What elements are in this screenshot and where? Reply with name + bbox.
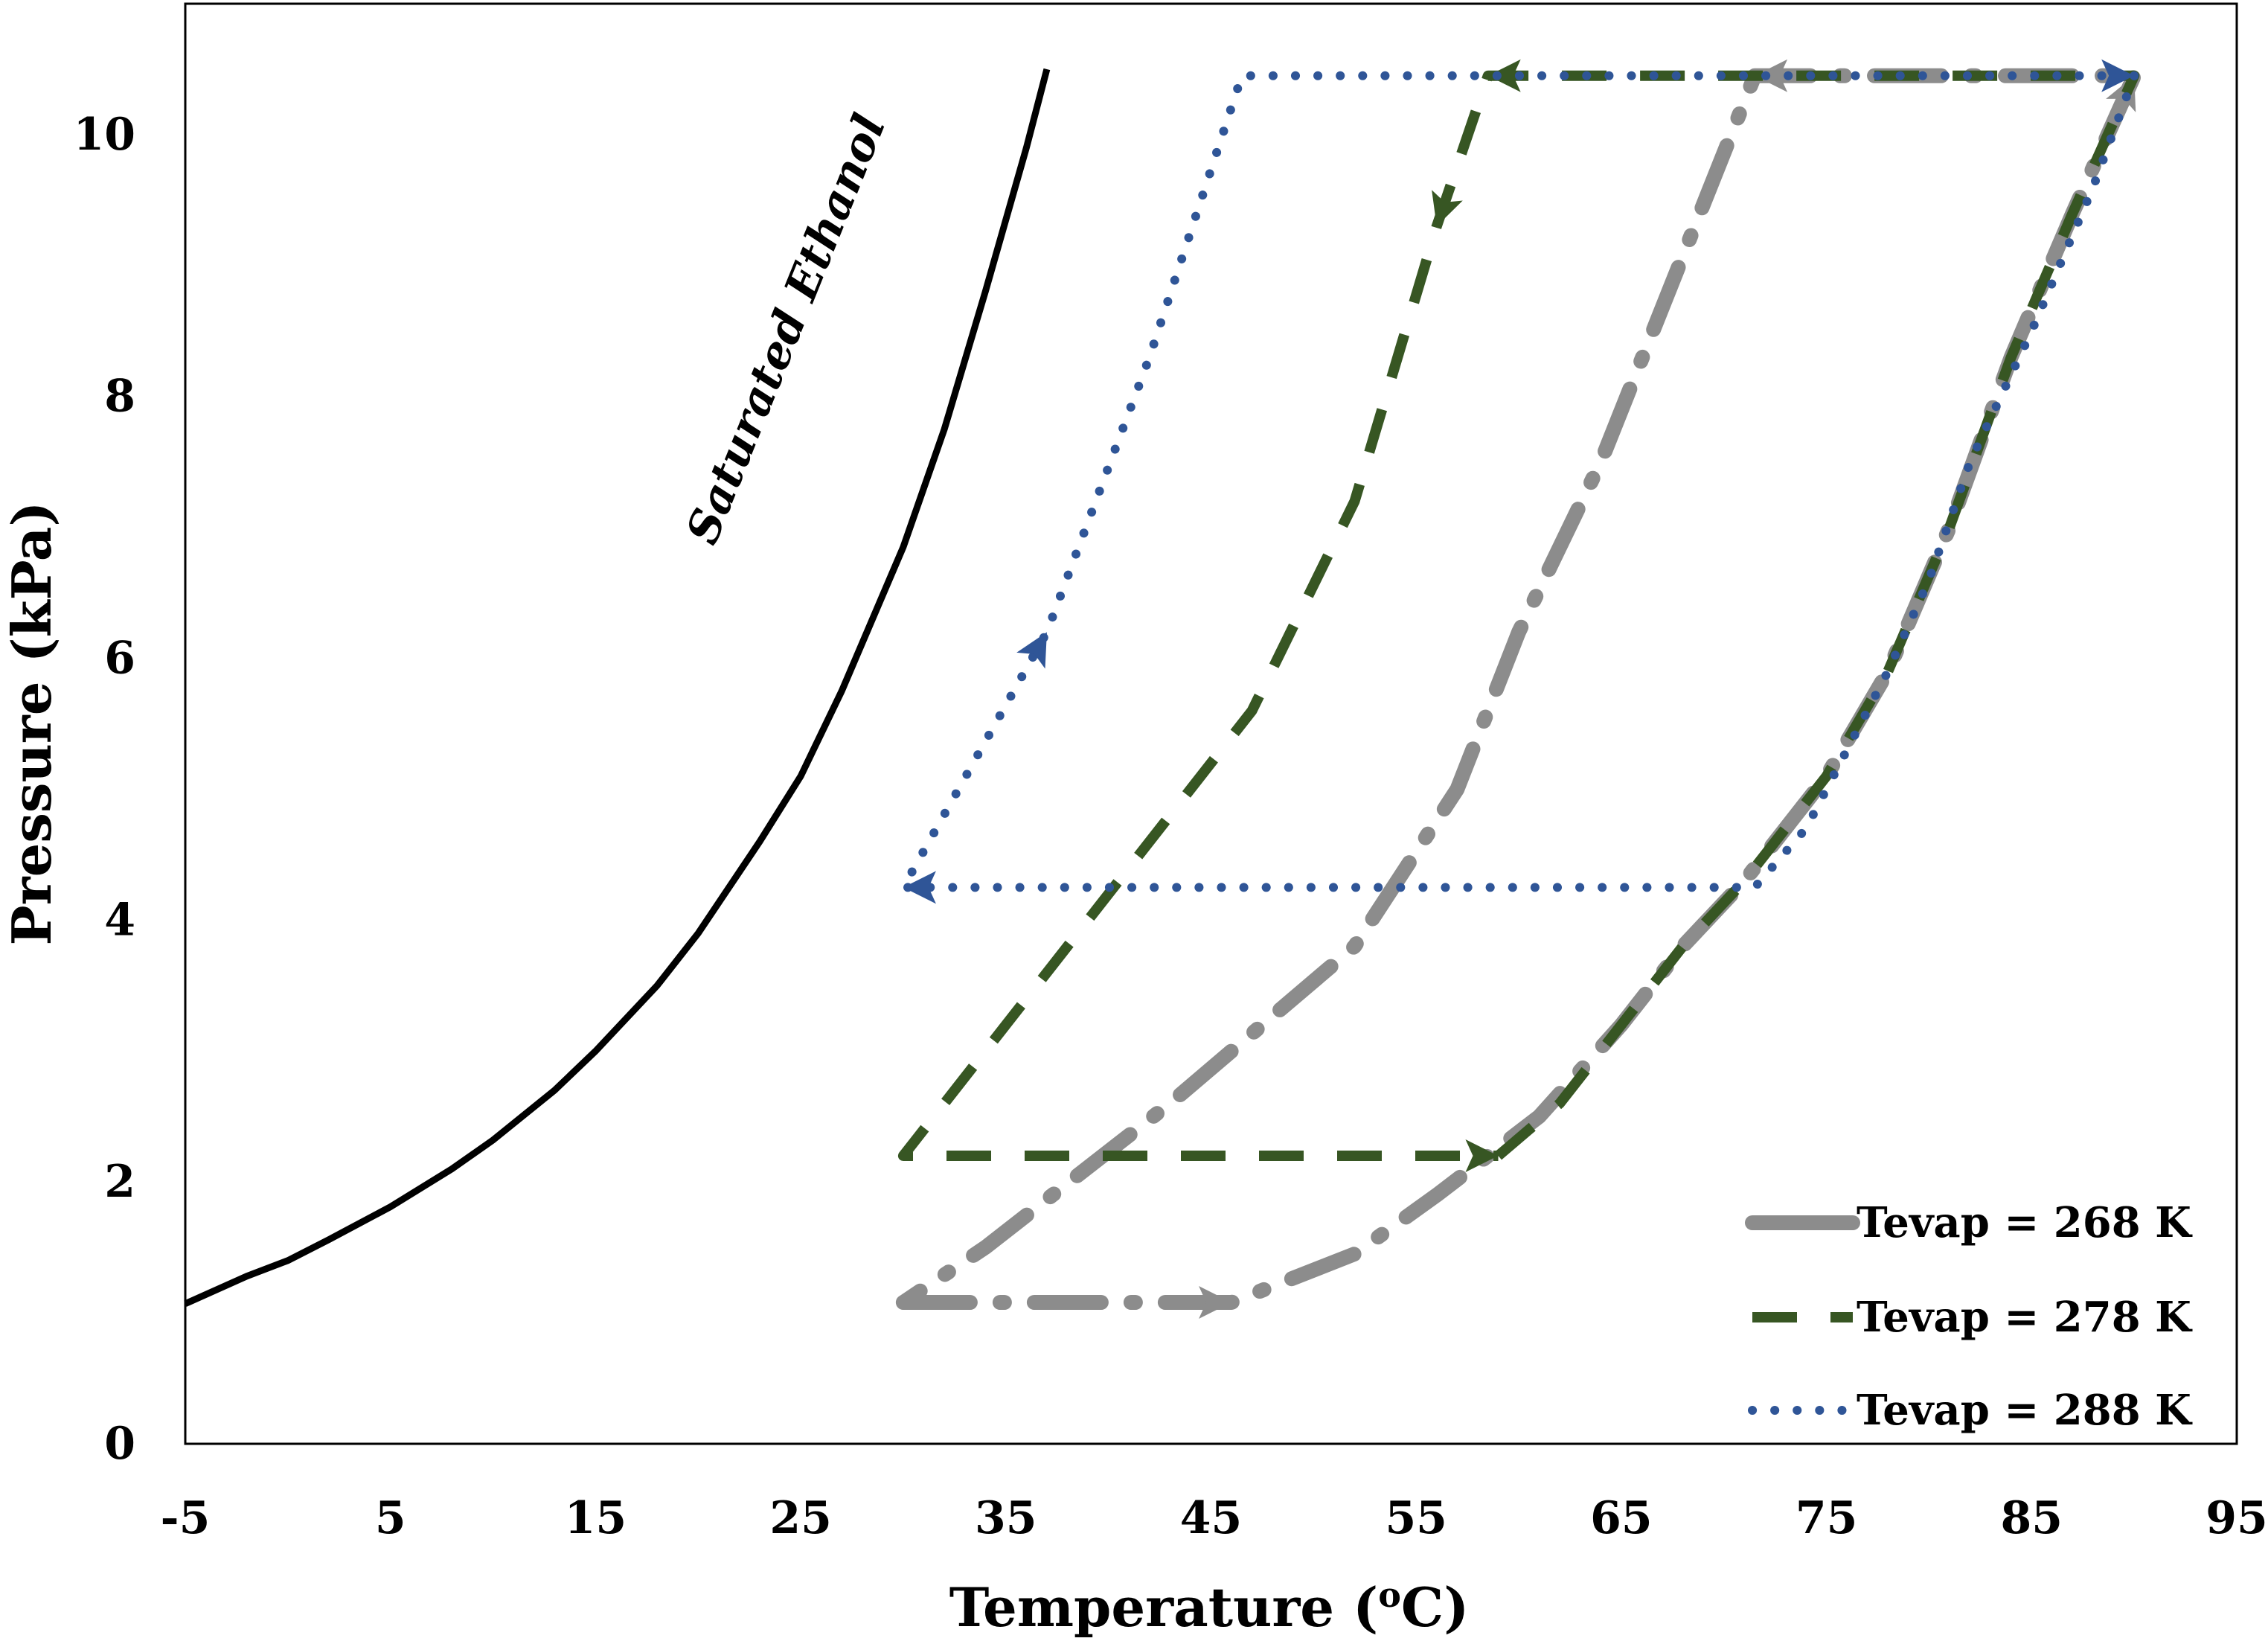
series-arrow-head (1487, 59, 1521, 92)
series-arrow-head (1016, 632, 1047, 669)
saturated-ethanol-label: Saturated Ethanol (676, 107, 896, 551)
series-arrow-head (2101, 59, 2135, 92)
x-tick-label: -5 (161, 1492, 211, 1544)
x-tick-label: 95 (2205, 1492, 2268, 1544)
series-line (895, 68, 2142, 1310)
x-tick-label: 45 (1180, 1492, 1243, 1544)
x-tick-label: 65 (1590, 1492, 1653, 1544)
x-axis-label: Temperature (oC) (949, 1575, 1470, 1639)
x-tick-label: 85 (2001, 1492, 2063, 1544)
x-tick-label: 25 (769, 1492, 832, 1544)
series-arrow-head (1199, 1286, 1232, 1320)
y-tick-label: 6 (104, 633, 135, 685)
x-tick-label: 5 (375, 1492, 406, 1544)
series-arrow-head (1432, 190, 1463, 227)
series-arrow-head (1465, 1139, 1499, 1172)
x-tick-label: 55 (1385, 1492, 1447, 1544)
saturated-ethanol-curve (184, 68, 1051, 1307)
y-tick-label: 10 (74, 109, 136, 161)
y-tick-label: 8 (104, 371, 135, 423)
x-axis-label-superscript: o (1378, 1575, 1401, 1615)
series-line (898, 71, 2139, 892)
x-axis: -5 5 15 25 35 45 55 65 75 85 95 (161, 1492, 2268, 1544)
y-tick-label: 0 (104, 1418, 135, 1470)
y-axis: 0 2 4 6 8 10 (74, 109, 136, 1470)
y-axis-label: Pressure (kPa) (0, 502, 63, 946)
plot-series (184, 59, 2142, 1320)
y-tick-label: 2 (104, 1156, 135, 1208)
y-tick-label: 4 (104, 894, 135, 946)
x-tick-label: 35 (975, 1492, 1037, 1544)
legend-label: Tevap = 278 K (1857, 1293, 2193, 1342)
series-arrow-head (903, 871, 936, 904)
x-axis-label-unit: C) (1401, 1576, 1469, 1639)
series-arrow-head (1755, 59, 1788, 92)
x-tick-label: 15 (565, 1492, 627, 1544)
x-tick-label: 75 (1796, 1492, 1858, 1544)
legend-label: Tevap = 288 K (1857, 1386, 2193, 1435)
plot-area-frame (184, 2, 2238, 1445)
legend: Tevap = 268 K Tevap = 278 K Tevap = 288 K (1745, 1198, 2193, 1435)
legend-label: Tevap = 268 K (1857, 1198, 2193, 1247)
series-line (897, 70, 2140, 1161)
